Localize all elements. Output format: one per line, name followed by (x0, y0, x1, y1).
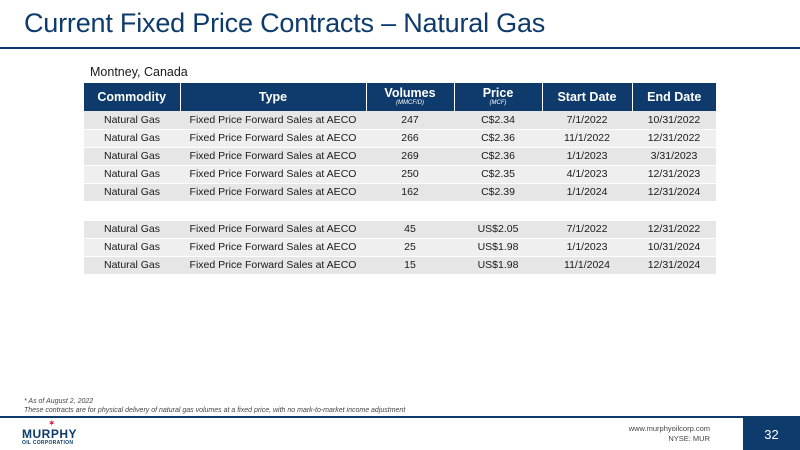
cell-type: Fixed Price Forward Sales at AECO (180, 256, 366, 275)
table-row: Natural Gas Fixed Price Forward Sales at … (84, 220, 716, 239)
cell-start-date: 1/1/2024 (542, 183, 632, 202)
table-header-row: Commodity Type Volumes (MMCF/D) Price (MCF… (84, 83, 716, 111)
cell-price: C$2.34 (454, 111, 542, 130)
cell-start-date: 1/1/2023 (542, 238, 632, 257)
column-header-price-unit: (MCF) (489, 100, 507, 106)
cell-type: Fixed Price Forward Sales at AECO (180, 129, 366, 148)
cell-type: Fixed Price Forward Sales at AECO (180, 111, 366, 130)
cell-start-date: 1/1/2023 (542, 147, 632, 166)
cell-commodity: Natural Gas (84, 111, 180, 130)
table-group-spacer (84, 201, 716, 221)
cell-end-date: 10/31/2024 (632, 238, 716, 257)
cell-volume: 266 (366, 129, 454, 148)
cell-commodity: Natural Gas (84, 165, 180, 184)
page-title: Current Fixed Price Contracts – Natural … (24, 8, 546, 38)
contracts-table: Commodity Type Volumes (MMCF/D) Price (MCF… (84, 83, 716, 275)
table-row: Natural Gas Fixed Price Forward Sales at … (84, 238, 716, 257)
cell-price: US$1.98 (454, 256, 542, 275)
cell-commodity: Natural Gas (84, 256, 180, 275)
cell-volume: 250 (366, 165, 454, 184)
region-label: Montney, Canada (90, 65, 188, 79)
cell-volume: 247 (366, 111, 454, 130)
logo-subtitle: OIL CORPORATION (22, 440, 74, 446)
cell-end-date: 10/31/2022 (632, 111, 716, 130)
cell-type: Fixed Price Forward Sales at AECO (180, 183, 366, 202)
cell-end-date: 3/31/2023 (632, 147, 716, 166)
table-row: Natural Gas Fixed Price Forward Sales at … (84, 165, 716, 184)
column-header-commodity: Commodity (84, 83, 181, 111)
column-header-start-date: Start Date (542, 83, 633, 111)
table-row: Natural Gas Fixed Price Forward Sales at … (84, 183, 716, 202)
cell-volume: 269 (366, 147, 454, 166)
cell-type: Fixed Price Forward Sales at AECO (180, 147, 366, 166)
cell-start-date: 11/1/2022 (542, 129, 632, 148)
column-header-price: Price (MCF) (454, 83, 543, 111)
cell-commodity: Natural Gas (84, 238, 180, 257)
cell-volume: 45 (366, 220, 454, 239)
table-row: Natural Gas Fixed Price Forward Sales at … (84, 147, 716, 166)
footnote-date: * As of August 2, 2022 (24, 398, 94, 405)
cell-start-date: 7/1/2022 (542, 220, 632, 239)
cell-price: C$2.35 (454, 165, 542, 184)
cell-type: Fixed Price Forward Sales at AECO (180, 220, 366, 239)
column-header-end-date: End Date (632, 83, 716, 111)
cell-commodity: Natural Gas (84, 220, 180, 239)
cell-price: C$2.39 (454, 183, 542, 202)
murphy-logo: ✶ MURPHY OIL CORPORATION (22, 419, 82, 447)
cell-volume: 25 (366, 238, 454, 257)
footnote: * As of August 2, 2022 These contracts a… (24, 397, 405, 415)
table-row: Natural Gas Fixed Price Forward Sales at … (84, 129, 716, 148)
cell-price: C$2.36 (454, 129, 542, 148)
cell-end-date: 12/31/2023 (632, 165, 716, 184)
page-number: 32 (743, 418, 800, 450)
title-divider (0, 47, 800, 49)
cell-type: Fixed Price Forward Sales at AECO (180, 165, 366, 184)
table-row: Natural Gas Fixed Price Forward Sales at … (84, 256, 716, 275)
cell-end-date: 12/31/2022 (632, 220, 716, 239)
column-header-volumes: Volumes (MMCF/D) (366, 83, 455, 111)
cell-commodity: Natural Gas (84, 129, 180, 148)
cell-start-date: 7/1/2022 (542, 111, 632, 130)
column-header-type: Type (180, 83, 367, 111)
footnote-disclaimer: These contracts are for physical deliver… (24, 407, 406, 414)
cell-start-date: 11/1/2024 (542, 256, 632, 275)
cell-start-date: 4/1/2023 (542, 165, 632, 184)
star-icon: ✶ (48, 418, 56, 428)
cell-commodity: Natural Gas (84, 183, 180, 202)
cell-commodity: Natural Gas (84, 147, 180, 166)
footer-contact: www.murphyoilcorp.com NYSE: MUR (629, 424, 710, 444)
cell-volume: 162 (366, 183, 454, 202)
cell-volume: 15 (366, 256, 454, 275)
column-header-volumes-unit: (MMCF/D) (396, 100, 424, 106)
ticker-label: NYSE: MUR (668, 434, 710, 443)
website-link[interactable]: www.murphyoilcorp.com (628, 424, 710, 433)
table-row: Natural Gas Fixed Price Forward Sales at … (84, 111, 716, 130)
cell-type: Fixed Price Forward Sales at AECO (180, 238, 366, 257)
cell-price: US$1.98 (454, 238, 542, 257)
footer-divider (0, 416, 800, 418)
cell-end-date: 12/31/2024 (632, 256, 716, 275)
cell-price: C$2.36 (454, 147, 542, 166)
cell-end-date: 12/31/2024 (632, 183, 716, 202)
cell-end-date: 12/31/2022 (632, 129, 716, 148)
cell-price: US$2.05 (454, 220, 542, 239)
logo-wordmark: MURPHY (22, 427, 78, 441)
